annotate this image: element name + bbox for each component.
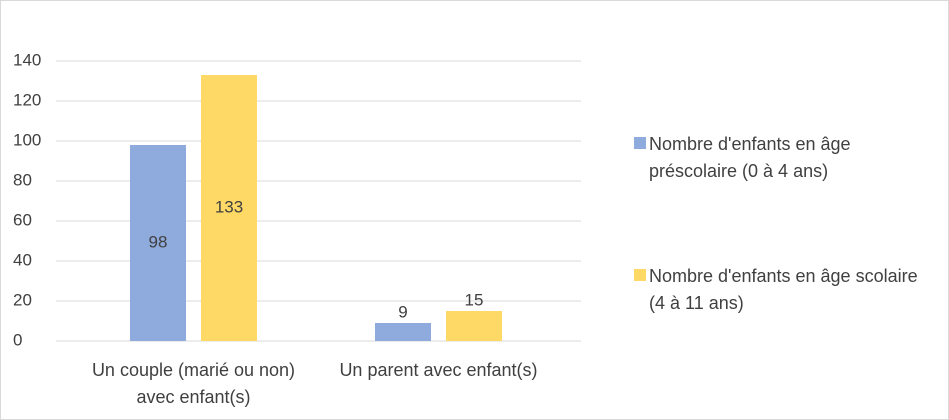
- y-tick-label: 40: [13, 250, 32, 269]
- bar: [130, 145, 186, 341]
- x-tick-label: Un couple (marié ou non) avec enfant(s): [91, 360, 296, 407]
- y-tick-label: 60: [13, 210, 32, 229]
- bar: [375, 323, 431, 341]
- y-tick-label: 20: [13, 290, 32, 309]
- y-tick-label: 120: [13, 90, 41, 109]
- y-tick-label: 100: [13, 130, 41, 149]
- data-label: 98: [149, 232, 168, 251]
- y-tick-label: 80: [13, 170, 32, 189]
- data-label: 133: [215, 197, 243, 216]
- legend-swatch: [634, 137, 646, 149]
- data-label: 9: [398, 302, 407, 321]
- y-tick-label: 0: [13, 330, 22, 349]
- data-label: 15: [465, 290, 484, 309]
- legend-label: Nombre d'enfants en âge scolaire (4 à 11…: [649, 266, 918, 313]
- y-tick-label: 140: [13, 50, 41, 69]
- bar: [446, 311, 502, 341]
- x-tick-label: Un parent avec enfant(s): [339, 360, 538, 380]
- bar: [201, 75, 257, 341]
- legend-label: Nombre d'enfants en âge préscolaire (0 à…: [649, 134, 851, 181]
- legend-swatch: [634, 269, 646, 281]
